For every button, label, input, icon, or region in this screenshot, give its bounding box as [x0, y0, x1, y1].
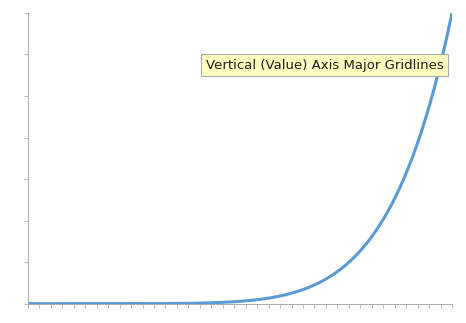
- Text: Vertical (Value) Axis Major Gridlines: Vertical (Value) Axis Major Gridlines: [206, 59, 444, 72]
